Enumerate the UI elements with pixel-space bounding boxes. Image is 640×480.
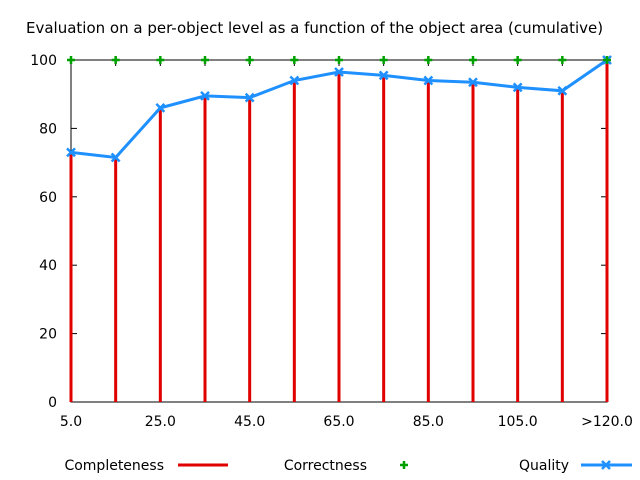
chart-title: Evaluation on a per-object level as a fu… <box>26 19 603 37</box>
quality-point <box>110 152 121 163</box>
quality-point <box>155 102 166 113</box>
y-tick-label: 80 <box>39 121 57 137</box>
correctness-point <box>335 56 343 64</box>
correctness-point <box>379 56 388 64</box>
quality-point <box>378 70 389 81</box>
correctness-point <box>469 56 477 64</box>
quality-point <box>423 75 434 86</box>
y-tick-label: 20 <box>39 327 57 343</box>
correctness-point <box>424 56 433 64</box>
correctness-series <box>67 56 611 64</box>
x-tick-label: 45.0 <box>234 414 265 430</box>
legend-marker-quality <box>601 460 611 470</box>
y-axis: 0 20 40 60 80 100 <box>30 53 607 411</box>
correctness-point <box>558 56 567 64</box>
x-tick-label: >120.0 <box>581 414 633 430</box>
x-axis: 5.0 25.0 45.0 65.0 85.0 105.0 >120.0 <box>60 60 633 430</box>
x-tick-label: 25.0 <box>145 414 176 430</box>
quality-point <box>334 67 344 77</box>
quality-point <box>557 85 568 96</box>
y-tick-label: 100 <box>30 53 57 69</box>
correctness-point <box>290 56 299 64</box>
legend: Completeness Correctness Quality <box>64 458 632 474</box>
legend-label-correctness: Correctness <box>284 458 367 474</box>
correctness-point <box>513 56 522 64</box>
completeness-series <box>69 60 609 402</box>
x-tick-label: 5.0 <box>60 414 82 430</box>
x-tick-label: 85.0 <box>413 414 444 430</box>
quality-point <box>289 75 300 86</box>
legend-label-quality: Quality <box>519 458 569 474</box>
y-tick-label: 0 <box>48 395 57 411</box>
quality-point <box>512 82 523 93</box>
correctness-point <box>156 56 165 64</box>
quality-point <box>200 91 210 101</box>
correctness-point <box>245 56 254 64</box>
correctness-point <box>201 56 209 64</box>
y-tick-label: 40 <box>39 258 57 274</box>
y-tick-label: 60 <box>39 190 57 206</box>
correctness-point <box>111 56 120 64</box>
x-tick-label: 105.0 <box>498 414 538 430</box>
quality-point <box>66 147 76 158</box>
legend-swatch-correctness <box>400 461 408 469</box>
quality-point <box>468 77 478 88</box>
x-tick-label: 65.0 <box>323 414 354 430</box>
correctness-point <box>67 56 75 64</box>
legend-label-completeness: Completeness <box>64 458 164 474</box>
quality-point <box>244 92 255 103</box>
correctness-point <box>603 56 611 64</box>
